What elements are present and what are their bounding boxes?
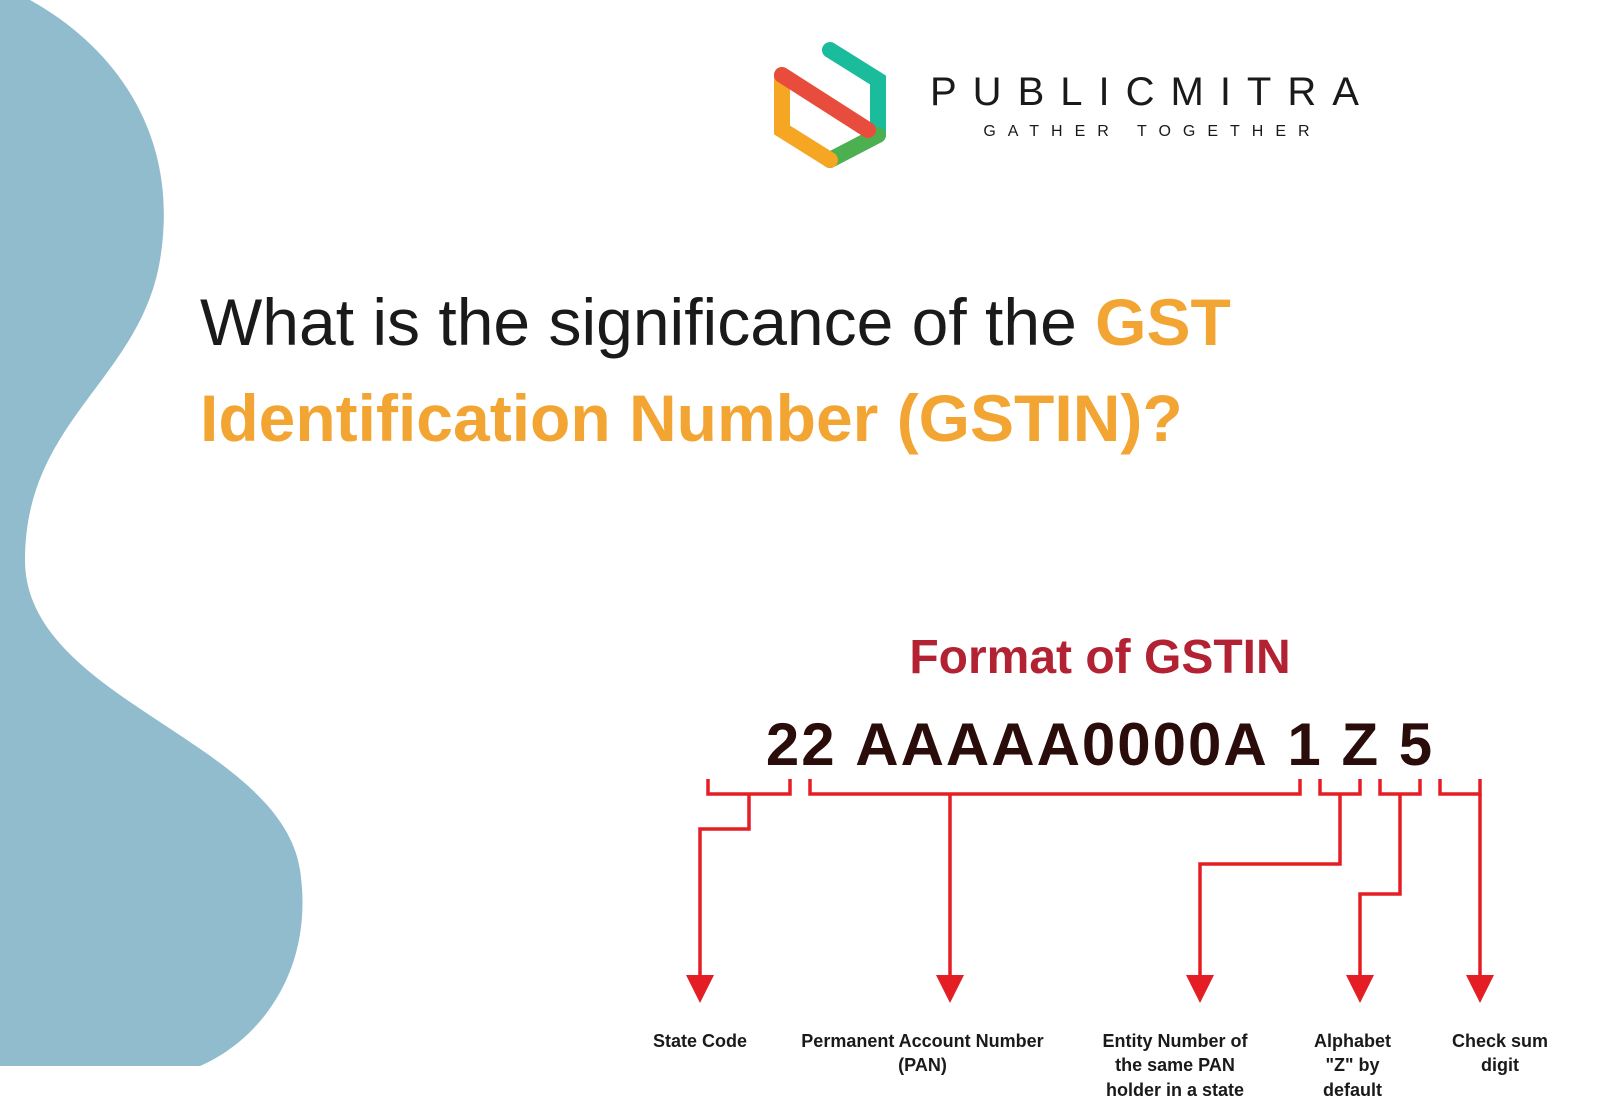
labels-row: State Code Permanent Account Number(PAN)…: [640, 1029, 1560, 1102]
logo-name: PUBLICMITRA: [930, 70, 1375, 115]
gstin-seg-state: 22: [766, 711, 837, 778]
label-entity: Entity Number ofthe same PANholder in a …: [1085, 1029, 1265, 1102]
gstin-seg-entity: 1: [1287, 711, 1322, 778]
gstin-string: 22 AAAAA0000A 1 Z 5: [640, 710, 1560, 779]
main-heading: What is the significance of the GST Iden…: [200, 275, 1400, 466]
logo-mark: [760, 40, 900, 170]
gstin-seg-pan: AAAAA0000A: [855, 711, 1268, 778]
decorative-wave: [0, 0, 330, 1066]
label-checksum: Check sumdigit: [1440, 1029, 1560, 1102]
heading-intro: What is the significance of the: [200, 285, 1095, 359]
gstin-seg-z: Z: [1341, 711, 1380, 778]
label-pan: Permanent Account Number(PAN): [793, 1029, 1053, 1102]
label-z: Alphabet"Z" bydefault: [1298, 1029, 1408, 1102]
label-state-code: State Code: [640, 1029, 760, 1102]
logo-tagline: GATHER TOGETHER: [930, 123, 1375, 141]
bracket-arrows: [640, 774, 1560, 1034]
logo-area: PUBLICMITRA GATHER TOGETHER: [760, 40, 1375, 170]
diagram-title: Format of GSTIN: [640, 630, 1560, 685]
gstin-diagram: Format of GSTIN 22 AAAAA0000A 1 Z 5: [640, 630, 1560, 1102]
gstin-seg-check: 5: [1399, 711, 1434, 778]
